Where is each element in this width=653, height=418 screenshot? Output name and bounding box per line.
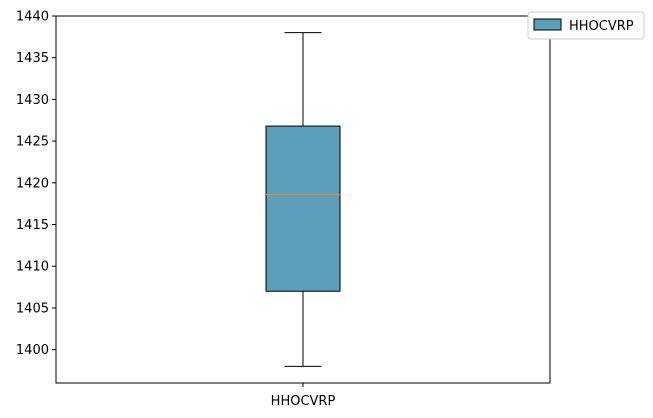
y-tick-label: 1410	[16, 260, 49, 275]
y-tick-label: 1435	[16, 51, 49, 66]
legend-label: HHOCVRP	[569, 19, 634, 34]
y-tick-label: 1430	[16, 93, 49, 108]
y-tick-label: 1415	[16, 218, 49, 233]
y-tick-label: 1400	[16, 343, 49, 358]
box-iqr	[265, 125, 341, 292]
legend: HHOCVRP	[527, 11, 645, 40]
plot-frame	[55, 15, 551, 384]
y-axis: 1400 1405 1410 1415 1420 1425 1430 1435 1440	[16, 10, 56, 358]
y-tick-label: 1440	[16, 10, 49, 25]
x-tick-label: HHOCVRP	[271, 394, 336, 409]
y-tick-label: 1420	[16, 176, 49, 191]
legend-swatch	[533, 18, 562, 31]
y-tick-label: 1425	[16, 135, 49, 150]
box-group	[265, 32, 341, 367]
y-tick-label: 1405	[16, 301, 49, 316]
x-axis: HHOCVRP	[271, 383, 336, 409]
